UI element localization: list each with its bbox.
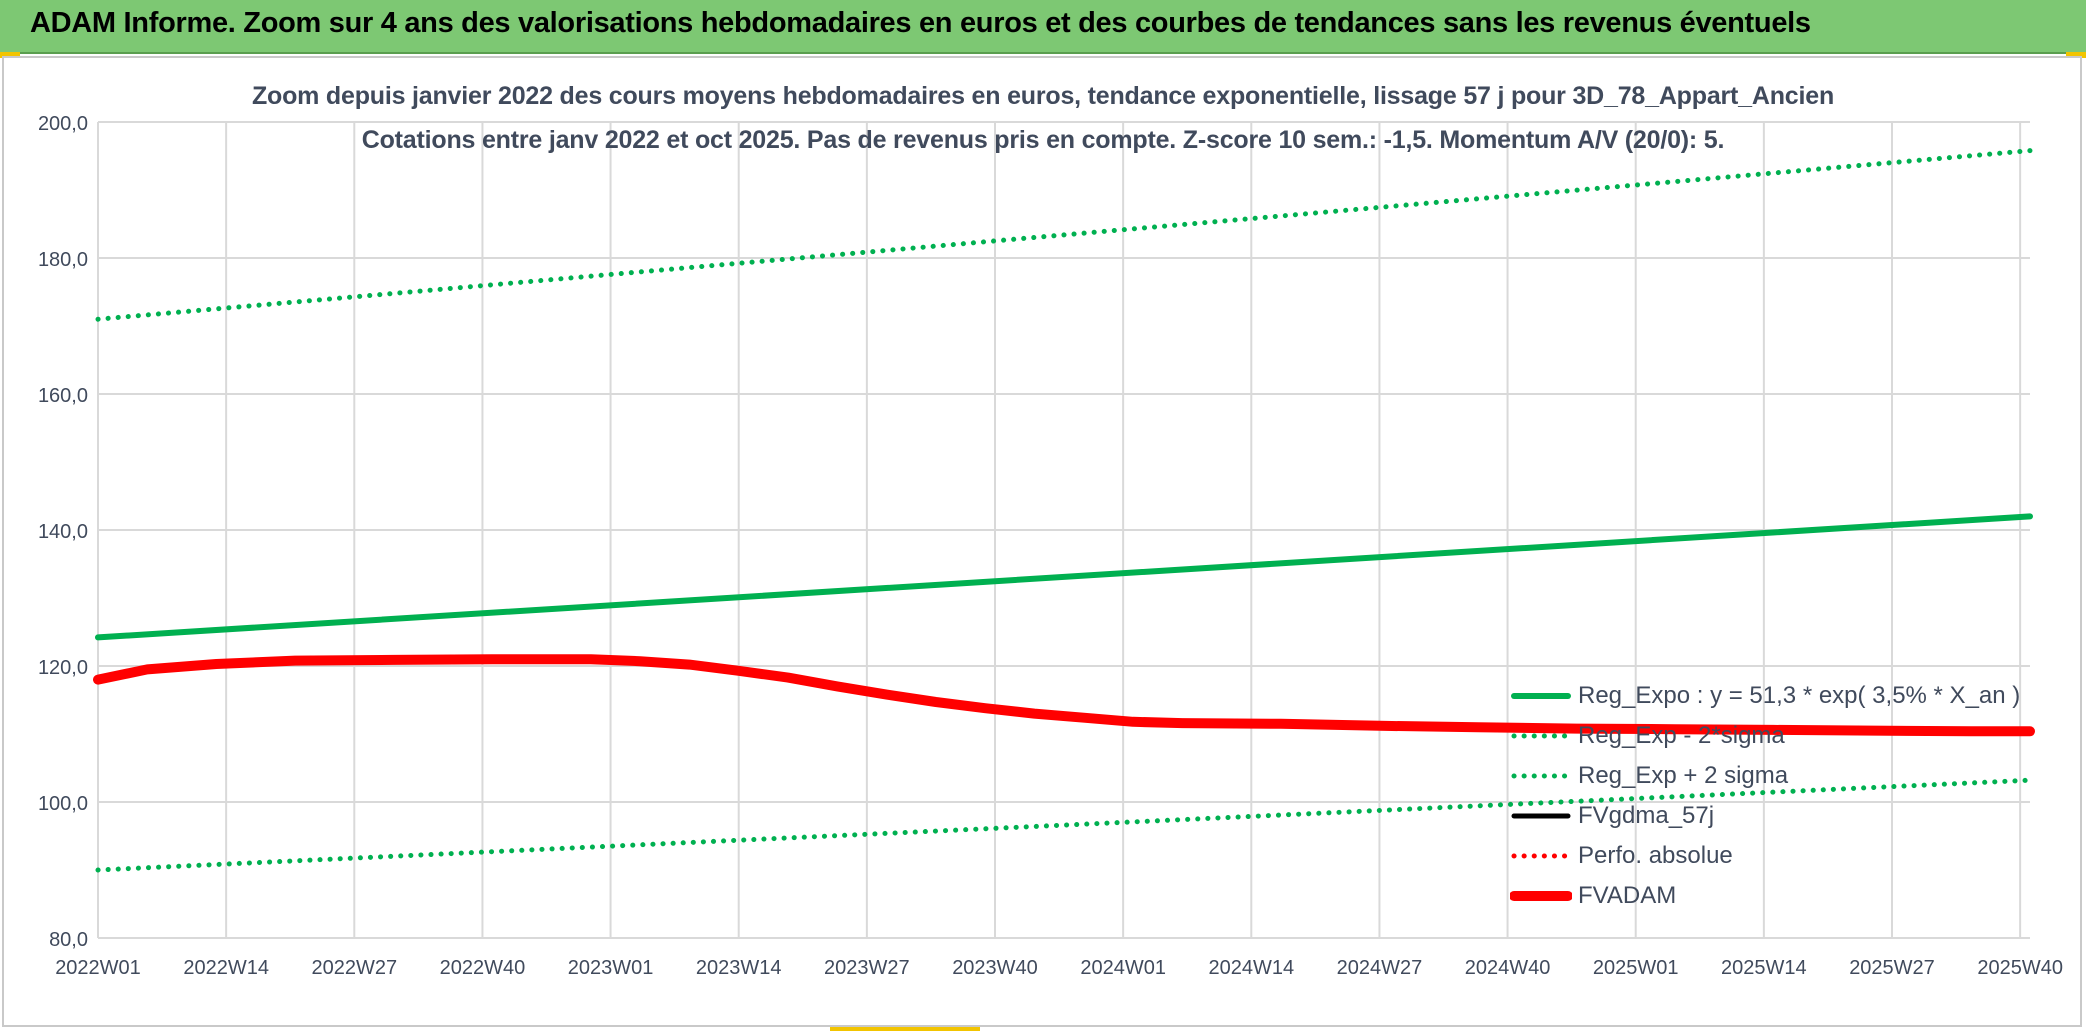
chart-title-line2: Cotations entre janv 2022 et oct 2025. P… <box>361 126 1725 154</box>
legend-label: Perfo. absolue <box>1578 842 1733 869</box>
legend-label: FVgdma_57j <box>1578 802 1715 829</box>
x-tick-label: 2022W14 <box>183 957 269 979</box>
legend-item: Reg_Exp + 2 sigma <box>1510 756 2020 796</box>
y-tick-label: 80,0 <box>49 929 88 951</box>
series-layer <box>93 148 2035 873</box>
series-line-reg-expo-y-51-3-exp-3-5-x-an <box>95 513 2033 641</box>
legend-label: Reg_Expo : y = 51,3 * exp( 3,5% * X_an ) <box>1578 682 2021 709</box>
legend-swatch <box>1511 773 1571 779</box>
y-tick-label: 140,0 <box>38 521 88 543</box>
series-line-reg-exp-2-sigma <box>95 148 2033 322</box>
legend-swatch <box>1510 891 1572 901</box>
legend-item: FVgdma_57j <box>1510 796 2020 836</box>
corner-accent-left <box>0 52 20 58</box>
bottom-accent <box>830 1027 980 1031</box>
x-tick-label: 2024W27 <box>1337 957 1423 979</box>
legend-item: FVADAM <box>1510 876 2020 916</box>
x-tick-label: 2025W14 <box>1721 957 1807 979</box>
chart-frame <box>2 56 2082 1027</box>
legend-swatch <box>1511 693 1571 699</box>
x-tick-label: 2022W40 <box>440 957 526 979</box>
legend-label: Reg_Exp + 2 sigma <box>1578 762 1789 789</box>
y-tick-label: 120,0 <box>38 657 88 679</box>
report-title: ADAM Informe. Zoom sur 4 ans des valoris… <box>30 7 1811 39</box>
chart-title-line1: Zoom depuis janvier 2022 des cours moyen… <box>251 82 1835 110</box>
x-axis-ticks: 2022W01 2022W14 2022W27 2022W40 2023W01 2023W… <box>55 957 2063 979</box>
grid-layer <box>97 121 2030 939</box>
y-tick-label: 160,0 <box>38 385 88 407</box>
corner-accent-right <box>2066 52 2086 58</box>
x-tick-label: 2023W40 <box>952 957 1038 979</box>
x-tick-label: 2023W01 <box>568 957 654 979</box>
legend-label: Reg_Exp - 2*sigma <box>1578 722 1785 749</box>
report-banner: ADAM Informe. Zoom sur 4 ans des valoris… <box>0 0 2086 54</box>
legend-swatch <box>1511 733 1571 739</box>
x-tick-label: 2025W01 <box>1593 957 1679 979</box>
y-tick-label: 200,0 <box>38 113 88 135</box>
legend-item: Reg_Exp - 2*sigma <box>1510 716 2020 756</box>
series-line-fvadam <box>93 654 2035 737</box>
legend-item: Reg_Expo : y = 51,3 * exp( 3,5% * X_an ) <box>1510 676 2020 716</box>
legend-item: Perfo. absolue <box>1510 836 2020 876</box>
y-tick-label: 180,0 <box>38 249 88 271</box>
series-line-reg-exp-2-sigma <box>95 777 2033 873</box>
x-tick-label: 2022W01 <box>55 957 141 979</box>
x-tick-label: 2024W01 <box>1080 957 1166 979</box>
chart-legend: Reg_Expo : y = 51,3 * exp( 3,5% * X_an )… <box>1510 676 2020 916</box>
y-tick-label: 100,0 <box>38 793 88 815</box>
x-tick-label: 2023W14 <box>696 957 782 979</box>
x-tick-label: 2023W27 <box>824 957 910 979</box>
legend-swatch <box>1511 853 1571 859</box>
x-tick-label: 2024W40 <box>1465 957 1551 979</box>
x-tick-label: 2025W40 <box>1977 957 2063 979</box>
x-tick-label: 2025W27 <box>1849 957 1935 979</box>
x-tick-label: 2024W14 <box>1208 957 1294 979</box>
legend-label: FVADAM <box>1578 882 1677 909</box>
y-axis-ticks: 80,0 100,0 120,0 140,0 160,0 180,0 200,0 <box>38 113 88 951</box>
legend-swatch <box>1511 813 1571 819</box>
x-tick-label: 2022W27 <box>311 957 397 979</box>
